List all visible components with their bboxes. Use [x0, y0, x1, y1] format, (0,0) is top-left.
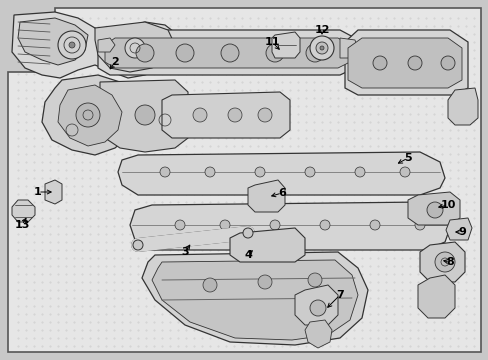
Circle shape — [176, 44, 194, 62]
Circle shape — [372, 56, 386, 70]
Polygon shape — [42, 75, 138, 155]
Polygon shape — [98, 38, 115, 52]
Polygon shape — [45, 180, 62, 204]
Circle shape — [133, 240, 142, 250]
Polygon shape — [347, 38, 461, 88]
Circle shape — [307, 273, 321, 287]
Polygon shape — [445, 218, 471, 240]
Circle shape — [305, 44, 324, 62]
Text: 8: 8 — [445, 257, 453, 267]
Polygon shape — [100, 80, 187, 152]
Circle shape — [440, 56, 454, 70]
Circle shape — [399, 167, 409, 177]
Circle shape — [203, 278, 217, 292]
Text: 4: 4 — [244, 250, 251, 260]
Polygon shape — [12, 200, 35, 222]
Circle shape — [426, 202, 442, 218]
Circle shape — [407, 56, 421, 70]
Text: 3: 3 — [181, 247, 188, 257]
Circle shape — [434, 252, 454, 272]
Circle shape — [309, 300, 325, 316]
Polygon shape — [447, 88, 477, 125]
Circle shape — [204, 167, 215, 177]
Text: 5: 5 — [404, 153, 411, 163]
Polygon shape — [229, 228, 305, 262]
Circle shape — [269, 220, 280, 230]
Circle shape — [414, 220, 424, 230]
Polygon shape — [417, 275, 454, 318]
Circle shape — [227, 108, 242, 122]
Text: 11: 11 — [264, 37, 279, 47]
Circle shape — [220, 220, 229, 230]
Polygon shape — [247, 180, 285, 212]
Circle shape — [58, 31, 86, 59]
Polygon shape — [95, 22, 175, 72]
Circle shape — [305, 167, 314, 177]
Circle shape — [369, 220, 379, 230]
Circle shape — [175, 220, 184, 230]
Text: 10: 10 — [439, 200, 455, 210]
Text: 13: 13 — [14, 220, 30, 230]
Polygon shape — [98, 30, 354, 75]
Circle shape — [76, 103, 100, 127]
Circle shape — [254, 167, 264, 177]
Circle shape — [265, 44, 284, 62]
Polygon shape — [305, 320, 331, 348]
Polygon shape — [142, 252, 367, 345]
Circle shape — [135, 105, 155, 125]
Circle shape — [69, 42, 75, 48]
Polygon shape — [58, 85, 122, 146]
Circle shape — [243, 228, 252, 238]
Polygon shape — [118, 152, 444, 195]
Polygon shape — [345, 30, 467, 95]
Circle shape — [136, 44, 154, 62]
Circle shape — [319, 220, 329, 230]
Text: 6: 6 — [278, 188, 285, 198]
Polygon shape — [271, 32, 299, 58]
Circle shape — [309, 36, 333, 60]
Polygon shape — [130, 202, 449, 250]
Circle shape — [258, 108, 271, 122]
Circle shape — [319, 46, 324, 50]
Text: 7: 7 — [335, 290, 343, 300]
Circle shape — [315, 42, 327, 54]
Text: 2: 2 — [111, 57, 119, 67]
Circle shape — [258, 275, 271, 289]
Polygon shape — [339, 38, 357, 58]
Text: 12: 12 — [314, 25, 329, 35]
Circle shape — [221, 44, 239, 62]
Polygon shape — [419, 242, 464, 282]
Polygon shape — [18, 18, 88, 65]
Polygon shape — [407, 192, 459, 225]
Polygon shape — [162, 92, 289, 138]
Polygon shape — [8, 8, 480, 352]
Circle shape — [354, 167, 364, 177]
Polygon shape — [105, 38, 349, 68]
Polygon shape — [294, 285, 337, 325]
Circle shape — [160, 167, 170, 177]
Text: 1: 1 — [34, 187, 42, 197]
Circle shape — [125, 38, 145, 58]
Polygon shape — [12, 12, 178, 78]
Text: 9: 9 — [457, 227, 465, 237]
Polygon shape — [152, 260, 357, 340]
Circle shape — [193, 108, 206, 122]
